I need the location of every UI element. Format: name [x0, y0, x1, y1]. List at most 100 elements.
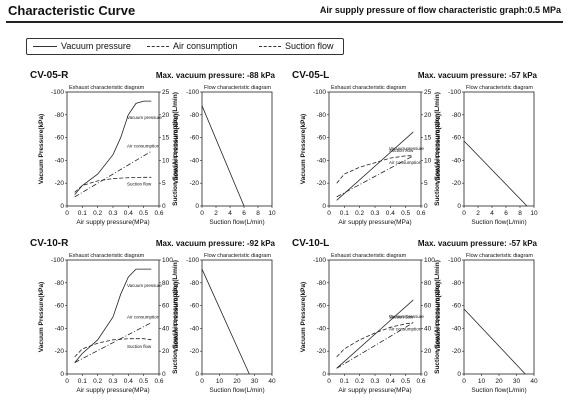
flow-plot-frame-0: [201, 91, 273, 207]
flow-ytick-label: -100: [186, 89, 199, 96]
exhaust-y2tick-label: 20: [424, 112, 432, 119]
series-annotation-1: Air consumption: [127, 143, 160, 148]
exhaust-y2tick-label: 0: [424, 203, 428, 210]
exhaust-y2tick-label: 60: [424, 303, 432, 310]
flow-ytick-label: 0: [457, 203, 461, 210]
flow-xtick-label: 20: [495, 378, 503, 385]
exhaust-y2tick-label: 5: [424, 180, 428, 187]
flow-ytick-label: -20: [190, 348, 200, 355]
exhaust-ytick-label: -40: [55, 157, 65, 164]
exhaust-xtick-label: 0.3: [108, 378, 117, 385]
flow-characteristic-line: [463, 308, 526, 375]
exhaust-ytick-label: -20: [317, 348, 327, 355]
flow-ytick-label: -20: [452, 180, 462, 187]
exhaust-y2tick-label: 15: [162, 135, 170, 142]
flow-ytick-label: -100: [448, 257, 461, 264]
exhaust-subtitle-1: Exhaust characteristic diagram: [331, 85, 407, 91]
legend-label-air: Air consumption: [173, 41, 238, 51]
exhaust-ytick-label: -60: [55, 303, 65, 310]
exhaust-xtick-label: 0.4: [124, 210, 133, 217]
exhaust-subtitle-0: Exhaust characteristic diagram: [69, 85, 145, 91]
flow-ytick-label: -60: [190, 303, 200, 310]
exhaust-y2tick-label: 40: [162, 325, 170, 332]
exhaust-ytick-label: 0: [60, 371, 64, 378]
flow-ytick-label: -60: [190, 135, 200, 142]
exhaust-xtick-label: 0.2: [93, 378, 102, 385]
exhaust-xtick-label: 0.2: [355, 378, 364, 385]
series-suction-flow-line: [336, 322, 414, 358]
exhaust-xtick-label: 0.3: [370, 210, 379, 217]
series-annotation-0: Vacuum pressure: [389, 146, 424, 151]
flow-xtick-label: 0: [200, 210, 204, 217]
flow-ytick-label: -20: [190, 180, 200, 187]
series-annotation-0: Vacuum pressure: [127, 115, 162, 120]
exhaust-ytick-label: 0: [322, 203, 326, 210]
exhaust-ytick-label: 0: [60, 203, 64, 210]
panel-model-2: CV-10-R: [30, 238, 69, 249]
exhaust-subtitle-2: Exhaust characteristic diagram: [69, 253, 145, 259]
exhaust-y2tick-label: 20: [424, 348, 432, 355]
exhaust-ytick-label: -20: [317, 180, 327, 187]
exhaust-xtick-label: 0.3: [108, 210, 117, 217]
exhaust-y2tick-label: 80: [162, 280, 170, 287]
exhaust-xtick-label: 0.5: [401, 210, 410, 217]
flow-characteristic-line: [201, 105, 245, 207]
exhaust-y2tick-label: 60: [162, 303, 170, 310]
flow-ylabel-1: Vacuum Pressure(kPa): [435, 114, 442, 184]
flow-subtitle-1: Flow characteristic diagram: [466, 85, 533, 91]
series-suction-flow-line: [336, 155, 414, 184]
exhaust-y2tick-label: 10: [162, 157, 170, 164]
exhaust-xtick-label: 0.6: [154, 378, 163, 385]
legend-swatch-air: [147, 46, 169, 47]
exhaust-ytick-label: -100: [313, 89, 326, 96]
panel-max-pressure-3: Max. vacuum pressure: -57 kPa: [418, 239, 538, 248]
flow-plot-frame-1: [463, 91, 535, 207]
exhaust-xtick-label: 0.1: [78, 378, 87, 385]
flow-ytick-label: -80: [190, 280, 200, 287]
exhaust-ytick-label: -80: [55, 280, 65, 287]
exhaust-y2tick-label: 100: [424, 257, 435, 264]
flow-xtick-label: 6: [504, 210, 508, 217]
exhaust-xtick-label: 0: [327, 378, 331, 385]
exhaust-ytick-label: 0: [322, 371, 326, 378]
flow-xtick-label: 0: [462, 210, 466, 217]
exhaust-ytick-label: -80: [317, 112, 327, 119]
exhaust-xtick-label: 0: [65, 378, 69, 385]
flow-xtick-label: 2: [214, 210, 218, 217]
exhaust-ylabel-3: Vacuum Pressure(kPa): [300, 282, 307, 352]
exhaust-xtick-label: 0.2: [93, 210, 102, 217]
exhaust-xtick-label: 0.5: [139, 210, 148, 217]
flow-xtick-label: 30: [513, 378, 521, 385]
exhaust-ylabel-1: Vacuum Pressure(kPa): [300, 114, 307, 184]
flow-xtick-label: 0: [200, 378, 204, 385]
exhaust-y2tick-label: 100: [162, 257, 173, 264]
exhaust-xlabel-3: Air supply pressure(MPa): [338, 387, 411, 394]
series-annotation-1: Suction flow: [389, 315, 414, 320]
flow-ylabel-3: Vacuum Pressure(kPa): [435, 282, 442, 352]
flow-ytick-label: 0: [195, 371, 199, 378]
series-vacuum-pressure-line: [74, 100, 152, 195]
flow-plot-frame-2: [201, 259, 273, 375]
flow-xtick-label: 30: [251, 378, 259, 385]
flow-xtick-label: 4: [228, 210, 232, 217]
exhaust-xtick-label: 0.5: [401, 378, 410, 385]
exhaust-y2label-0: Suction flow/Air consumption(L/min): [172, 92, 179, 206]
exhaust-ytick-label: -60: [317, 135, 327, 142]
exhaust-xtick-label: 0.1: [78, 210, 87, 217]
flow-xlabel-1: Suction flow(L/min): [471, 219, 526, 226]
exhaust-plot-frame-0: [66, 91, 160, 207]
series-annotation-2: Air consumption: [389, 327, 422, 332]
page-title: Characteristic Curve: [8, 3, 136, 18]
exhaust-xtick-label: 0.6: [416, 210, 425, 217]
exhaust-xtick-label: 0: [65, 210, 69, 217]
exhaust-ytick-label: -40: [55, 325, 65, 332]
exhaust-xlabel-2: Air supply pressure(MPa): [76, 387, 149, 394]
panel-model-3: CV-10-L: [292, 238, 329, 249]
panel-max-pressure-1: Max. vacuum pressure: -57 kPa: [418, 71, 538, 80]
exhaust-y2tick-label: 80: [424, 280, 432, 287]
exhaust-y2tick-label: 20: [162, 348, 170, 355]
series-annotation-2: Air consumption: [389, 160, 422, 165]
exhaust-y2label-1: Suction flow/Air consumption(L/min): [434, 92, 441, 206]
flow-ytick-label: -40: [452, 325, 462, 332]
exhaust-y2tick-label: 5: [162, 180, 166, 187]
